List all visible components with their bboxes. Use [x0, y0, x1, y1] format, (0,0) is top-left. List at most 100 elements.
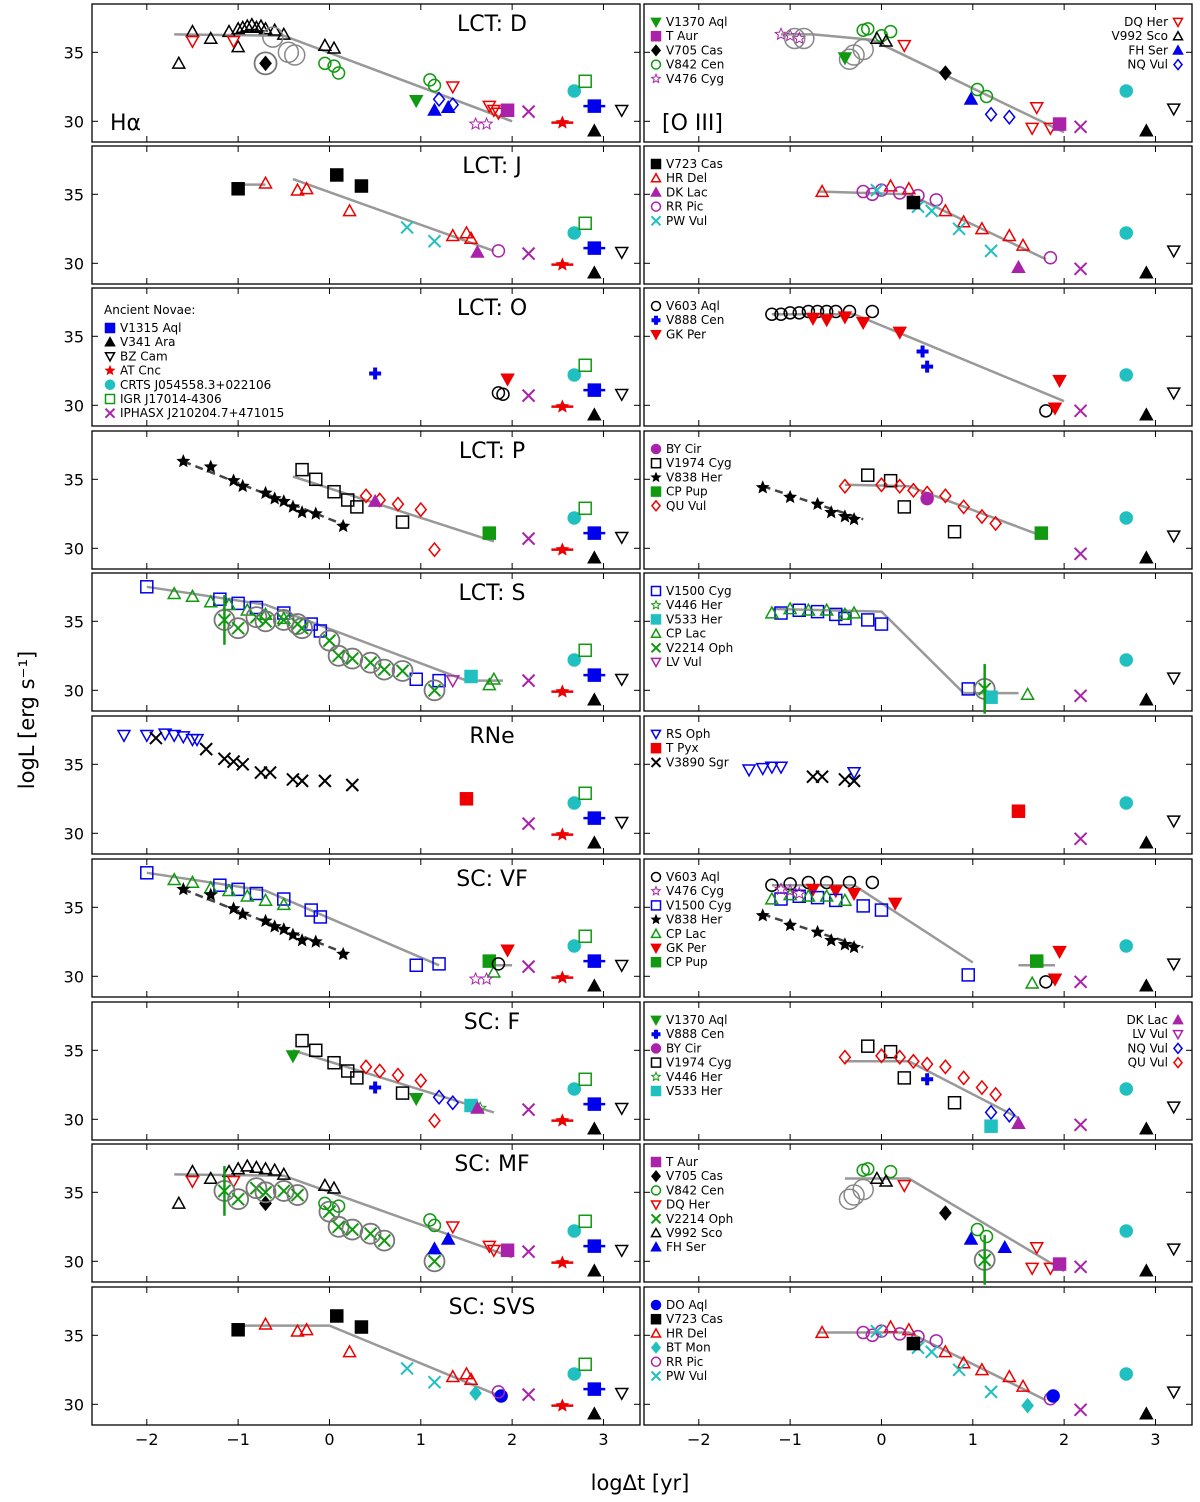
- data-point: [774, 882, 788, 896]
- data-point: [157, 728, 173, 742]
- data-point: [299, 181, 314, 195]
- panel-r4-c1: [643, 572, 1193, 712]
- ancient-nova-point: [1166, 1386, 1182, 1400]
- ancient-nova-point: [587, 1263, 602, 1277]
- panel-label: LCT: J: [462, 154, 522, 179]
- data-point: [869, 1170, 885, 1185]
- ancient-nova-point: [614, 959, 630, 973]
- data-point: [1052, 374, 1067, 389]
- data-point: [1052, 117, 1067, 131]
- marker-ring: [373, 1229, 396, 1252]
- y-tick-label: 35: [64, 1041, 84, 1060]
- data-point: [764, 891, 780, 905]
- legend-marker: [104, 364, 116, 376]
- data-point: [500, 944, 515, 958]
- panel-r8-c1: [643, 1143, 1193, 1283]
- data-point: [974, 221, 990, 235]
- data-point: [824, 933, 839, 947]
- ancient-nova-point: [567, 1224, 581, 1238]
- x-tick-label: 2: [507, 1430, 517, 1449]
- data-point: [258, 175, 273, 189]
- ancient-nova-point: [521, 1244, 536, 1259]
- legend-label: RR Pic: [666, 200, 703, 214]
- ancient-nova-point: [1139, 978, 1154, 992]
- data-point: [463, 230, 479, 245]
- data-point: [331, 66, 346, 80]
- data-point: [176, 882, 191, 896]
- data-point: [1029, 1241, 1045, 1256]
- panel-label: LCT: O: [457, 296, 527, 321]
- legend-marker: [650, 885, 662, 896]
- panel-label: LCT: S: [458, 581, 525, 606]
- data-point: [897, 39, 912, 53]
- y-axis-label: logL [erg s⁻¹]: [15, 651, 39, 789]
- fit-line: [844, 483, 1047, 539]
- marker-ring: [423, 679, 446, 702]
- data-point: [893, 478, 907, 494]
- ancient-nova-point: [1166, 530, 1182, 544]
- panel-frame: [643, 715, 1193, 855]
- ancient-nova-point: [1073, 975, 1088, 989]
- data-point: [304, 903, 318, 917]
- panel-data-r8-c0: [171, 1158, 515, 1273]
- data-point: [856, 1325, 870, 1340]
- data-point: [414, 501, 428, 518]
- ancient-nova-point: [1119, 368, 1133, 382]
- data-point: [482, 1240, 497, 1254]
- ancient-nova-point: [567, 1367, 581, 1381]
- data-point: [874, 1324, 889, 1338]
- legend-marker: [650, 1200, 662, 1211]
- data-point: [249, 600, 264, 615]
- panel-frame: [643, 287, 1193, 427]
- marker-ring: [291, 617, 313, 640]
- data-point: [285, 927, 300, 941]
- panel-label: SC: SVS: [449, 1295, 536, 1320]
- data-point: [313, 910, 328, 924]
- data-point: [842, 875, 857, 890]
- legend-marker: [650, 300, 662, 312]
- data-point: [149, 731, 163, 745]
- ancient-nova-point: [1073, 262, 1088, 276]
- panel-data-r5-c0: [116, 728, 474, 806]
- legend-marker: [104, 352, 116, 363]
- ancient-nova-point: [1139, 407, 1154, 421]
- legend-marker: [650, 642, 662, 654]
- data-point: [1011, 1115, 1026, 1129]
- data-point: [359, 488, 373, 504]
- ancient-nova-point: [1139, 265, 1154, 279]
- data-point: [445, 81, 461, 95]
- data-point: [231, 1323, 245, 1337]
- x-tick-label: 1: [416, 1430, 426, 1449]
- data-point: [1047, 402, 1063, 416]
- data-point: [176, 454, 191, 468]
- data-point: [939, 1205, 952, 1221]
- data-point: [203, 459, 218, 473]
- data-point: [847, 940, 862, 954]
- legend-label: T Pyx: [665, 741, 699, 755]
- marker-ring: [286, 1184, 309, 1206]
- legend-label: V533 Her: [666, 612, 722, 626]
- ancient-nova-point: [567, 368, 581, 382]
- data-point: [295, 774, 309, 788]
- data-point: [1029, 101, 1045, 116]
- legend-label: QU Vul: [1128, 1056, 1168, 1070]
- legend-label: V603 Aql: [666, 299, 720, 313]
- ancient-nova-point: [614, 1244, 630, 1258]
- ancient-nova-point: [1139, 1263, 1154, 1277]
- data-point: [459, 1366, 474, 1380]
- data-point: [1043, 251, 1058, 265]
- data-point: [285, 499, 300, 513]
- ancient-nova-point: [578, 786, 592, 801]
- data-point: [440, 99, 456, 114]
- y-tick-label: 30: [64, 539, 84, 558]
- legend-marker: [650, 1213, 662, 1225]
- legend-label: CP Pup: [666, 485, 708, 499]
- fit-line: [844, 1060, 1020, 1120]
- data-point: [1002, 1369, 1017, 1383]
- legend-marker: [650, 657, 662, 669]
